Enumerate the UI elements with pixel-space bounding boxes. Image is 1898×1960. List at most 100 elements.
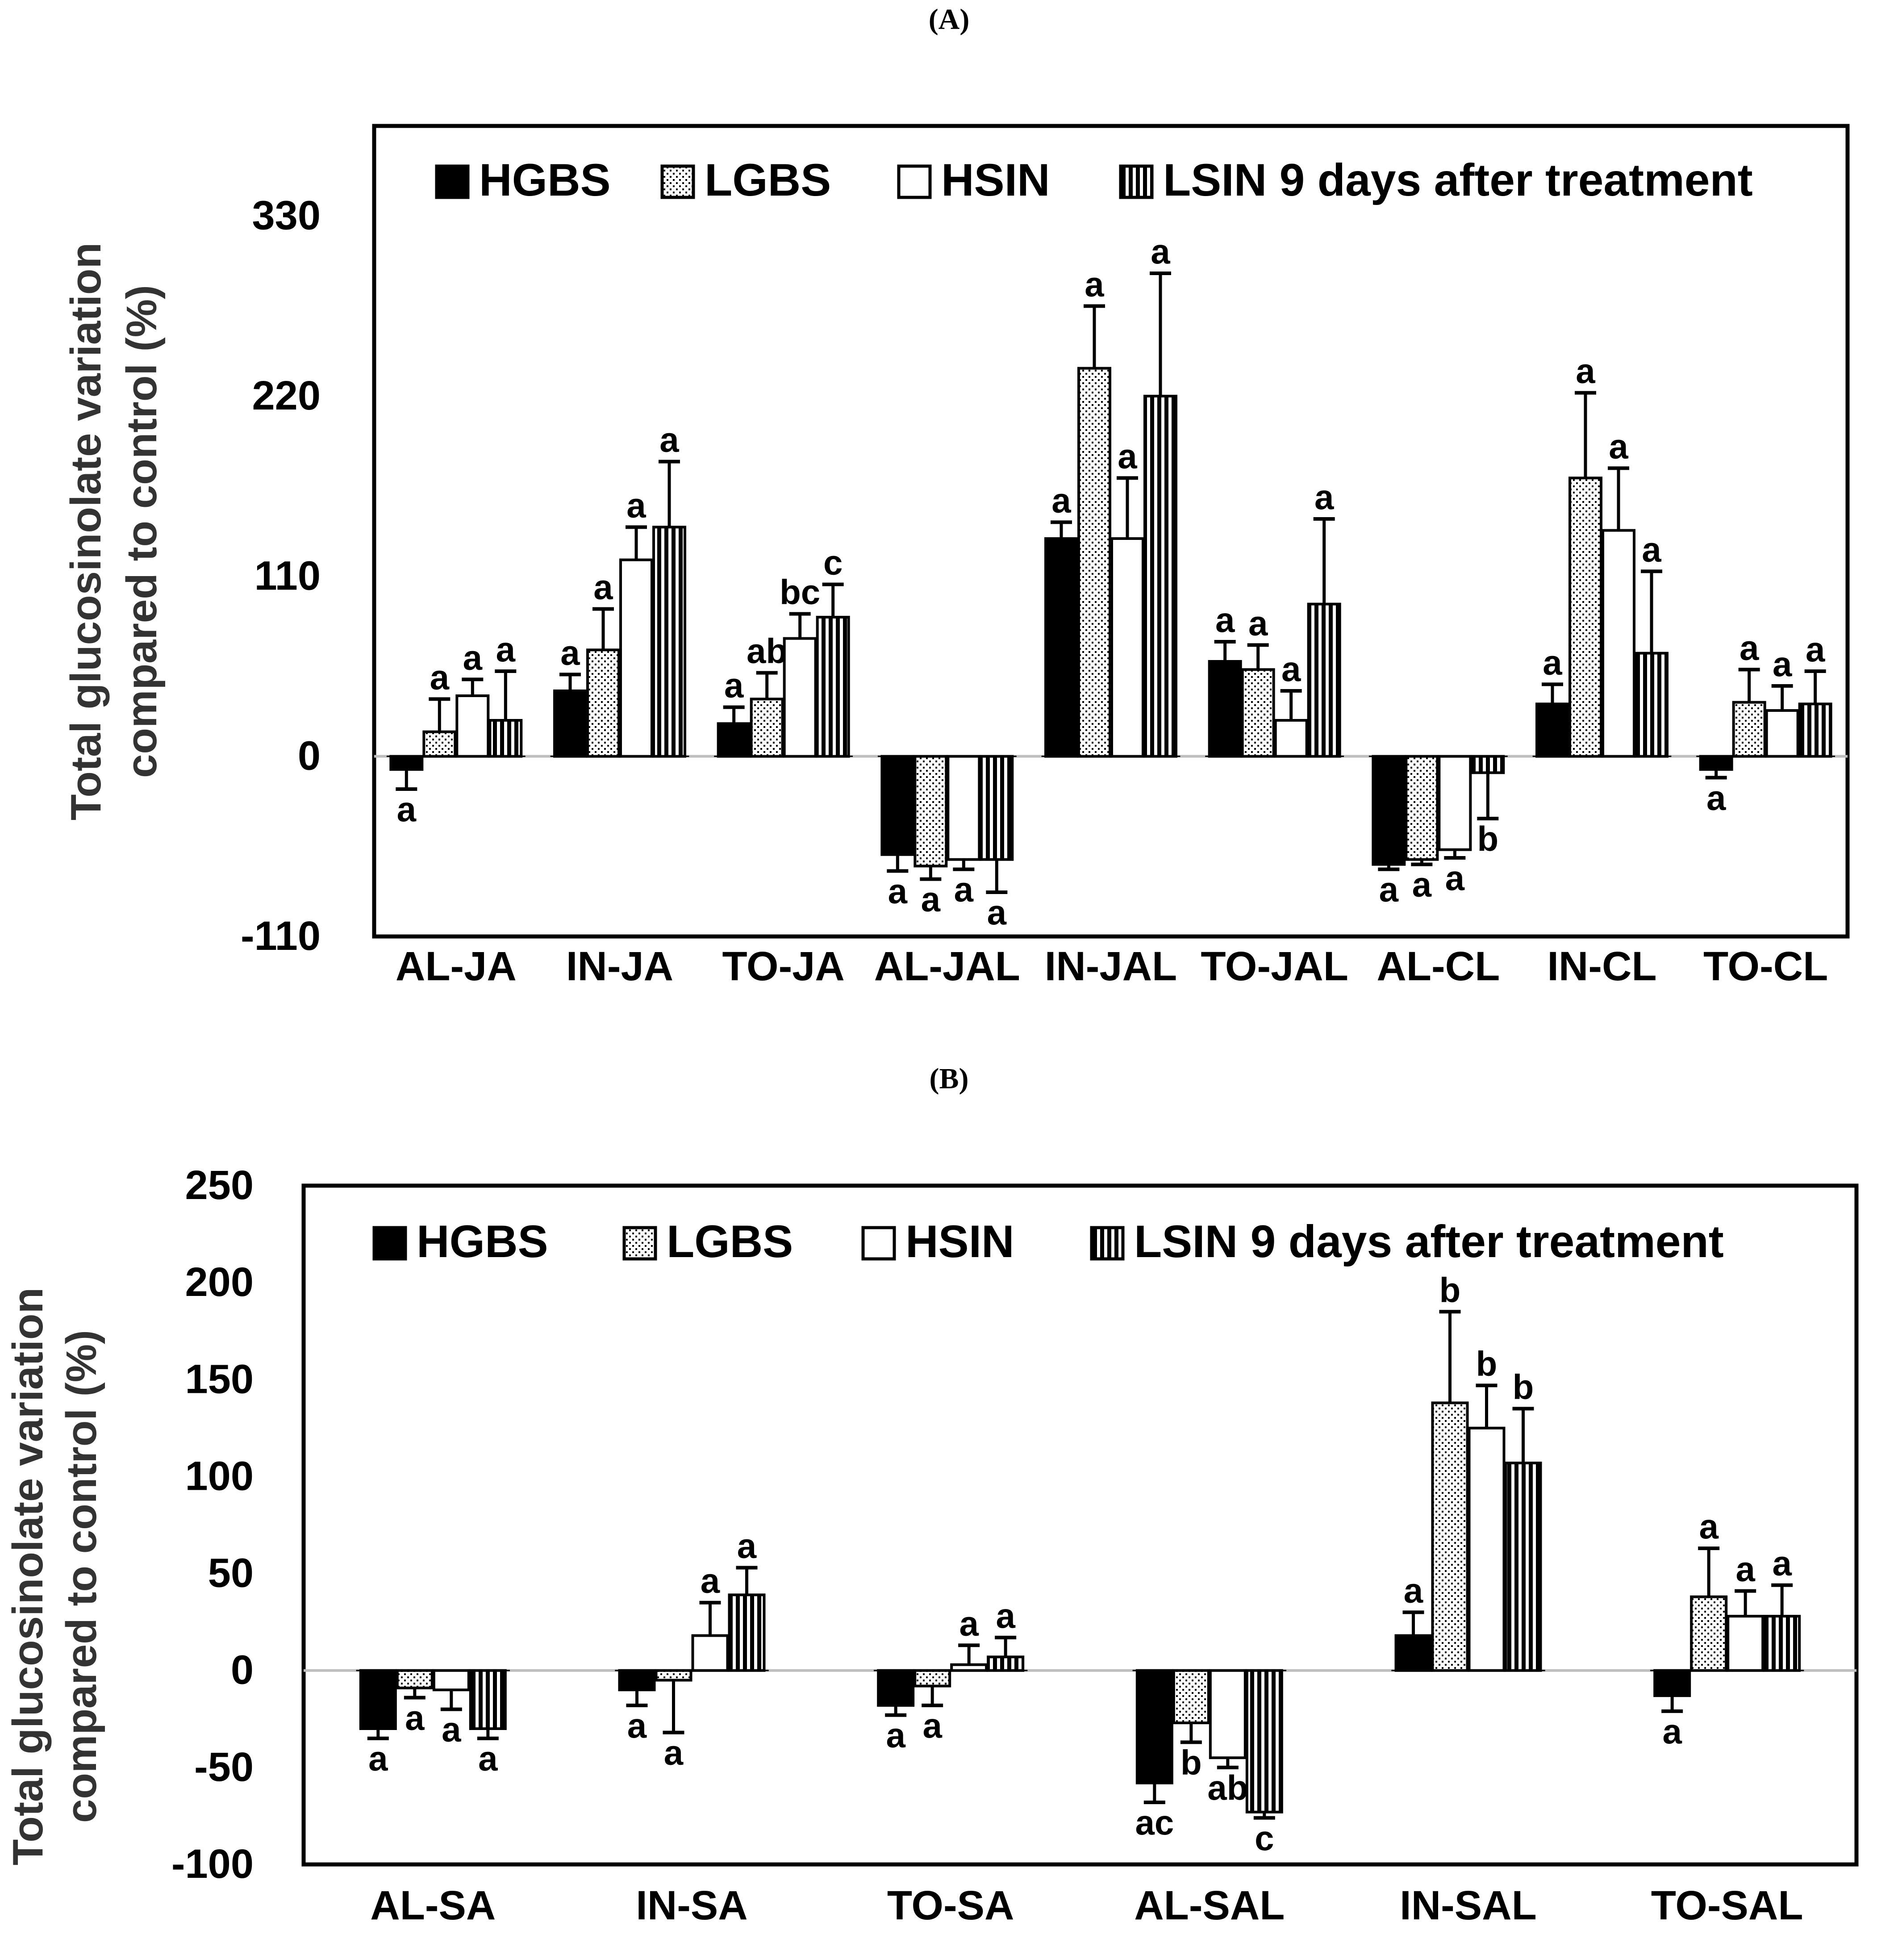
x-tick-label: TO-JA (722, 944, 844, 989)
x-tick-label: IN-SAL (1400, 1883, 1537, 1928)
significance-label: a (368, 1739, 388, 1778)
bar-a-to-jal-open (1274, 719, 1308, 758)
y-tick-label: -100 (171, 1841, 254, 1887)
significance-label: a (1118, 436, 1137, 476)
bar-b-in-sal-vertical (1504, 1462, 1542, 1672)
significance-label: a (886, 1716, 905, 1755)
bar-b-al-sa-solid (359, 1669, 397, 1730)
significance-label: a (922, 1706, 942, 1745)
x-tick-label: AL-JA (396, 944, 517, 989)
bar-b-in-sa-solid (618, 1669, 656, 1692)
bar-a-in-ja-open (619, 558, 653, 758)
bar-b-to-sa-dotted (914, 1669, 951, 1688)
bar-a-in-jal-solid (1044, 537, 1078, 758)
bar-b-in-sal-open (1468, 1426, 1506, 1672)
x-tick-label: AL-SA (370, 1883, 496, 1928)
significance-label: b (1439, 1270, 1461, 1309)
significance-label: a (626, 485, 646, 525)
legend-swatch-dotted (660, 164, 695, 199)
significance-label: a (1739, 628, 1759, 667)
bar-b-al-sal-vertical (1245, 1669, 1283, 1814)
bar-a-to-jal-solid (1208, 660, 1242, 758)
significance-label: ab (1207, 1768, 1248, 1807)
bar-b-al-sa-open (432, 1669, 470, 1692)
y-axis-label-line2: compared to control (%) (58, 1330, 105, 1823)
bar-a-to-ja-vertical (816, 616, 850, 758)
legend-swatch-vertical (1119, 164, 1154, 199)
significance-label: b (1181, 1743, 1202, 1782)
bar-b-al-sa-dotted (396, 1669, 434, 1689)
significance-label: a (593, 568, 613, 607)
x-tick-label: AL-SAL (1134, 1883, 1285, 1928)
significance-label: c (823, 543, 843, 582)
y-tick-label: 50 (208, 1550, 254, 1596)
significance-label: a (888, 871, 908, 911)
legend-swatch-vertical (1090, 1226, 1125, 1261)
significance-label: b (1477, 819, 1499, 858)
bar-b-to-sal-vertical (1763, 1615, 1801, 1672)
legend-swatch-open (897, 164, 932, 199)
x-tick-label: TO-SA (887, 1883, 1014, 1928)
significance-label: a (1151, 232, 1170, 271)
x-tick-label: IN-JA (566, 944, 673, 989)
significance-label: ac (1135, 1803, 1174, 1842)
bar-a-in-cl-solid (1535, 702, 1569, 758)
bar-a-in-cl-open (1602, 529, 1635, 758)
bar-b-to-sa-open (950, 1663, 988, 1672)
bar-a-to-ja-dotted (750, 698, 784, 758)
bar-b-to-sa-solid (877, 1669, 915, 1707)
bar-a-al-ja-open (455, 694, 490, 758)
bar-b-to-sal-solid (1653, 1669, 1691, 1697)
significance-label: a (701, 1561, 720, 1601)
significance-label: ab (747, 631, 787, 671)
y-tick-label: 220 (252, 373, 321, 418)
significance-label: a (1773, 644, 1792, 684)
y-tick-label: 330 (252, 193, 321, 238)
significance-label: a (737, 1526, 757, 1566)
legend-swatch-solid (435, 164, 470, 199)
bar-a-to-cl-vertical (1798, 702, 1832, 758)
legend-label: HSIN (941, 155, 1050, 205)
panel-a-label: (A) (928, 3, 970, 36)
significance-label: a (1051, 481, 1071, 520)
x-tick-label: TO-JAL (1201, 944, 1348, 989)
y-tick-label: 150 (185, 1356, 254, 1402)
significance-label: a (1445, 858, 1465, 898)
significance-label: a (1379, 870, 1399, 909)
significance-label: a (659, 420, 679, 460)
significance-label: a (1576, 351, 1595, 391)
significance-label: a (463, 638, 483, 677)
bar-b-in-sa-open (691, 1634, 729, 1672)
bar-b-in-sal-solid (1394, 1634, 1432, 1672)
y-tick-label: -50 (194, 1744, 254, 1790)
bar-b-in-sa-vertical (728, 1593, 766, 1672)
legend-label: LGBS (667, 1216, 793, 1267)
bar-a-to-cl-dotted (1732, 701, 1766, 758)
legend-label: HSIN (905, 1216, 1014, 1267)
significance-label: a (664, 1733, 684, 1772)
bar-a-in-jal-vertical (1143, 395, 1177, 758)
x-tick-label: AL-CL (1377, 944, 1500, 989)
bar-a-to-cl-solid (1699, 755, 1733, 771)
significance-label: a (1642, 530, 1661, 569)
significance-label: a (478, 1739, 498, 1778)
significance-label: a (442, 1710, 461, 1749)
bar-a-in-jal-dotted (1077, 367, 1111, 758)
y-tick-label: -110 (241, 913, 321, 959)
legend-label: LSIN 9 days after treatment (1134, 1216, 1724, 1267)
significance-label: a (496, 630, 516, 669)
bar-b-to-sal-open (1727, 1615, 1765, 1672)
bar-b-to-sa-vertical (987, 1655, 1025, 1672)
y-axis-label-line1: Total glucosinolate variation (4, 1287, 52, 1865)
y-axis-label-line1: Total glucosinolate variation (62, 242, 110, 820)
bar-a-to-cl-open (1765, 709, 1799, 758)
bar-a-in-ja-dotted (586, 648, 620, 758)
significance-label: a (1215, 600, 1235, 639)
significance-label: a (1662, 1712, 1682, 1751)
panel-b-label: (B) (929, 1062, 969, 1095)
bar-a-in-jal-open (1110, 537, 1144, 758)
panel-a-chart: -110 0 110 220 330 Total glucosinolate variat… (62, 124, 1850, 989)
significance-label: a (1772, 1544, 1792, 1583)
significance-label: a (1248, 603, 1268, 643)
